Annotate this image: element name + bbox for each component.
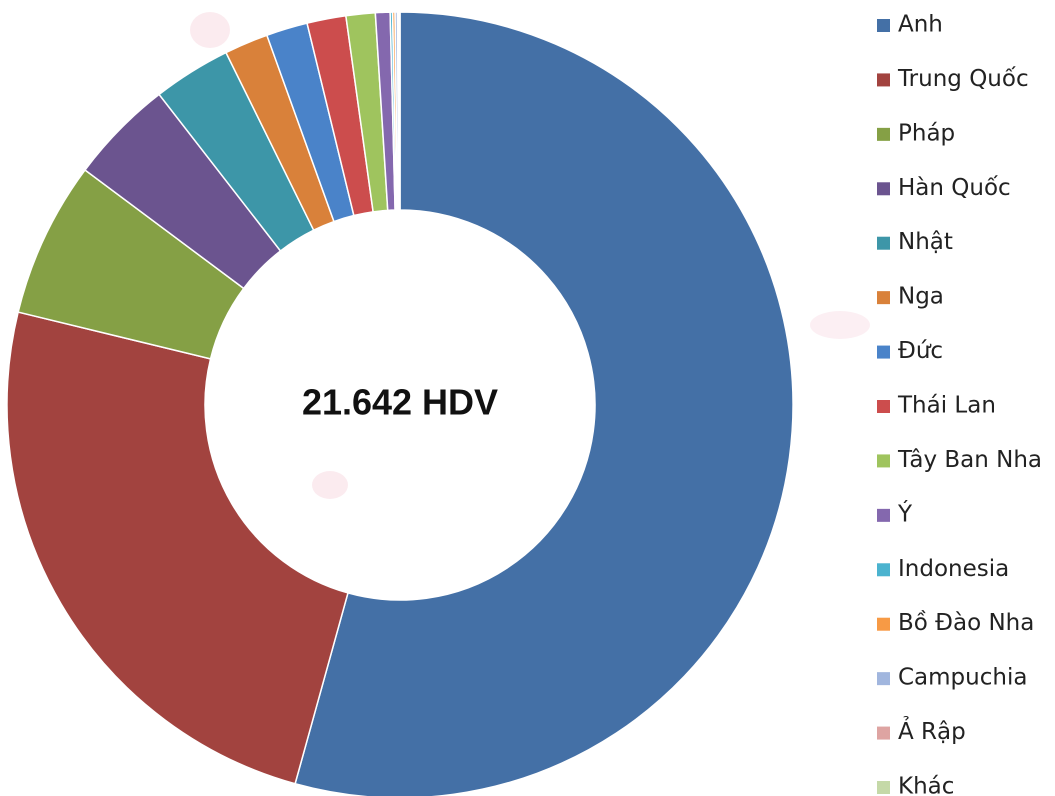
legend-label: Tây Ban Nha (897, 447, 1042, 473)
legend-swatch (877, 182, 890, 196)
legend-swatch (877, 291, 890, 305)
legend-label: Khác (898, 774, 954, 796)
legend: Anh Trung Quốc Pháp Hàn Quốc Nhật Nga Đức Thái … (877, 12, 1042, 796)
legend-label: Ý (897, 499, 913, 527)
legend-swatch (877, 781, 890, 794)
legend-label: Hàn Quốc (898, 175, 1011, 201)
legend-swatch (877, 726, 890, 740)
legend-label: Đức (898, 338, 943, 364)
center-label: 21.642 HDV (302, 382, 498, 423)
donut-slice (294, 11, 794, 796)
legend-swatch (877, 563, 890, 577)
legend-swatch (877, 400, 890, 413)
legend-label: Thái Lan (897, 393, 996, 419)
legend-label: Campuchia (898, 665, 1027, 691)
legend-label: Pháp (898, 120, 955, 146)
legend-label: Indonesia (898, 556, 1009, 582)
legend-label: Bồ Đào Nha (898, 610, 1034, 636)
donut-slice (6, 311, 349, 785)
legend-swatch (877, 508, 890, 522)
legend-swatch (877, 672, 890, 686)
legend-swatch (877, 19, 890, 32)
legend-label: Nga (898, 284, 944, 310)
legend-label: Ả Rập (898, 716, 966, 745)
background-decor (190, 12, 870, 499)
legend-swatch (877, 617, 890, 631)
legend-label: Trung Quốc (897, 66, 1029, 92)
legend-label: Nhật (898, 229, 953, 255)
slices (6, 11, 794, 796)
legend-swatch (877, 454, 890, 468)
legend-swatch (877, 236, 890, 250)
legend-label: Anh (898, 12, 943, 38)
donut-slice (398, 11, 401, 211)
legend-swatch (877, 345, 890, 359)
legend-swatch (877, 127, 890, 141)
legend-swatch (877, 73, 890, 87)
